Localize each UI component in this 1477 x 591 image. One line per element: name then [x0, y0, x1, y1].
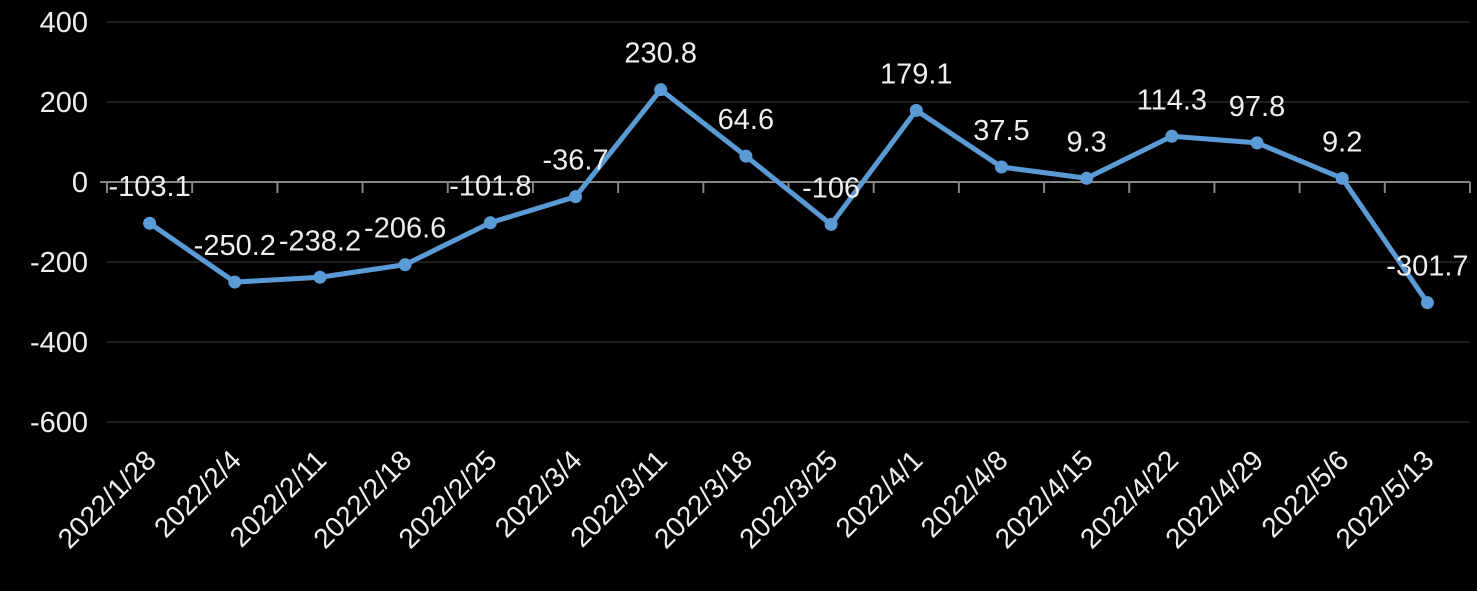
data-point-marker	[1165, 129, 1179, 143]
y-gridlines	[107, 21, 1470, 423]
x-axis-label: 2022/1/28	[52, 444, 162, 554]
data-label: -206.6	[364, 213, 446, 245]
data-label: -238.2	[279, 225, 361, 257]
y-axis-label: 0	[72, 167, 88, 199]
data-point-marker	[1250, 136, 1264, 150]
data-label: -250.2	[194, 230, 276, 262]
data-label: 114.3	[1137, 84, 1207, 116]
data-point-marker	[398, 258, 412, 272]
data-label: 97.8	[1229, 91, 1285, 123]
data-point-marker	[313, 270, 327, 284]
y-axis-label: 200	[40, 87, 88, 119]
data-point-marker	[994, 160, 1008, 174]
x-axis-ticks	[106, 182, 1471, 193]
data-label: 37.5	[973, 115, 1029, 147]
data-point-marker	[1420, 296, 1434, 310]
data-label: 179.1	[880, 58, 953, 90]
y-axis-tick-labels: 400 200 0 -200 -400 -600	[30, 7, 88, 439]
data-point-markers	[143, 83, 1434, 310]
x-axis-label: 2022/4/1	[830, 444, 929, 543]
data-point-marker	[1080, 171, 1094, 185]
data-label: -106	[802, 172, 860, 204]
y-axis-label: -400	[30, 327, 88, 359]
data-label: -101.8	[449, 171, 531, 203]
y-axis-label: 400	[40, 7, 88, 39]
x-axis-tick-labels: 2022/1/282022/2/42022/2/112022/2/182022/…	[52, 444, 1440, 554]
data-label: -103.1	[108, 171, 190, 203]
data-label: -36.7	[542, 145, 608, 177]
y-axis-label: -600	[30, 407, 88, 439]
data-label: 64.6	[718, 104, 774, 136]
data-point-marker	[228, 275, 242, 289]
data-labels: -103.1-250.2 -238.2 -206.6-101.8 -36.7 230.8…	[108, 38, 1468, 283]
data-label: 9.3	[1066, 126, 1106, 158]
data-point-marker	[1335, 171, 1349, 185]
data-point-marker	[569, 190, 583, 204]
data-point-marker	[143, 216, 157, 230]
y-axis-label: -200	[30, 247, 88, 279]
data-point-marker	[824, 217, 838, 231]
series-line	[147, 87, 1430, 306]
data-point-marker	[739, 149, 753, 163]
data-label: 9.2	[1322, 126, 1362, 158]
series-polyline	[147, 87, 1430, 306]
data-point-marker	[654, 83, 668, 97]
data-label: 230.8	[624, 38, 697, 70]
data-point-marker	[909, 103, 923, 117]
data-label: -301.7	[1386, 251, 1468, 283]
data-point-marker	[483, 216, 497, 230]
